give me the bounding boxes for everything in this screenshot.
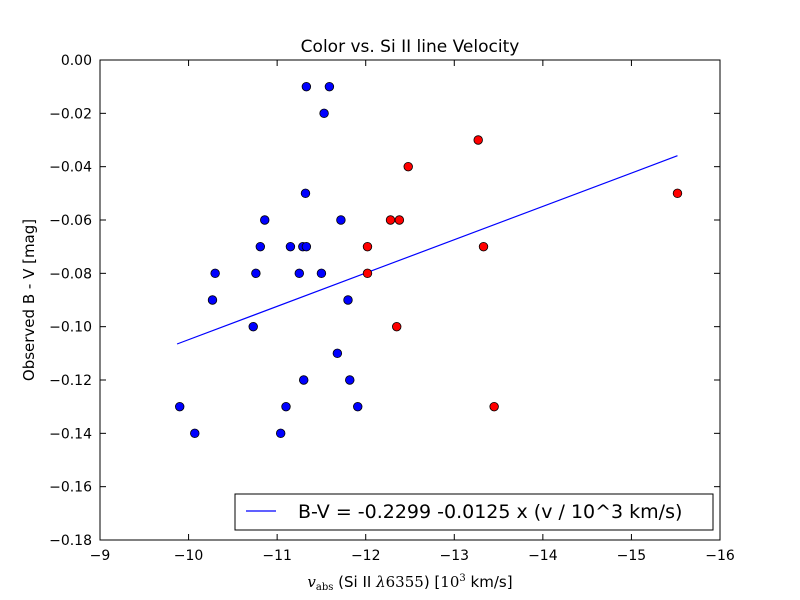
blue-data-point (336, 215, 346, 225)
y-tick-label: −0.14 (49, 426, 92, 442)
x-tick-label: −14 (528, 548, 558, 564)
y-tick-label: 0.00 (61, 53, 92, 69)
ticks-layer: −9 −10 −11 −12 −13 −14 −15 −16 0.00 −0.02 −0.04 −0.… (49, 53, 735, 564)
blue-data-point (343, 295, 353, 305)
red-data-point (478, 241, 489, 252)
blue-data-point (301, 81, 312, 92)
red-data-point (385, 215, 396, 225)
red-data-point (473, 135, 483, 145)
red-data-point (672, 188, 683, 199)
x-axis-label-sub: abs (316, 582, 334, 593)
red-data-point (403, 161, 413, 172)
blue-data-point (251, 268, 261, 279)
blue-data-point (210, 268, 220, 279)
x-tick-label: −13 (440, 548, 470, 564)
x-axis-label-lambda: λ (375, 573, 386, 591)
blue-data-point (324, 81, 335, 92)
blue-data-point (281, 401, 291, 412)
x-tick-label: −12 (351, 548, 381, 564)
blue-data-point (285, 241, 296, 252)
red-data-point (362, 268, 373, 279)
x-axis-label-unit-rest: km/s] (466, 573, 513, 591)
points-layer (175, 81, 683, 439)
blue-data-point (275, 428, 286, 439)
y-tick-label: −0.06 (49, 213, 92, 229)
blue-data-point (319, 108, 329, 119)
y-tick-label: −0.18 (49, 533, 92, 549)
x-tick-label: −16 (705, 548, 735, 564)
blue-data-point (255, 241, 266, 252)
x-tick-label: −15 (617, 548, 647, 564)
x-axis-label: vabs (Si II λ6355) [103 km/s] (307, 573, 512, 593)
x-axis-label-close: ) [ (424, 573, 440, 591)
x-axis-label-unit-exp: 3 (459, 573, 465, 584)
y-tick-label: −0.16 (49, 480, 92, 496)
blue-data-point (260, 215, 270, 225)
plot-area (100, 60, 720, 540)
x-tick-label: −10 (174, 548, 204, 564)
y-axis-label: Observed B - V [mag] (20, 219, 38, 381)
blue-data-point (300, 188, 311, 199)
blue-data-point (301, 241, 312, 252)
red-data-point (392, 321, 402, 332)
blue-data-point (248, 321, 258, 332)
x-tick-label: −9 (90, 548, 111, 564)
blue-data-point (294, 268, 304, 279)
blue-data-point (299, 375, 309, 385)
plot-frame (99, 59, 721, 541)
legend-label: B-V = -0.2299 -0.0125 x (v / 10^3 km/s) (298, 501, 682, 523)
blue-data-point (207, 295, 218, 305)
blue-data-point (316, 268, 327, 279)
y-tick-label: −0.10 (49, 320, 92, 336)
blue-data-point (175, 401, 185, 412)
x-axis-label-v: v (307, 573, 316, 591)
x-axis-label-unit-base: 10 (440, 573, 459, 591)
legend-box (234, 493, 714, 531)
blue-data-point (332, 348, 343, 359)
blue-data-point (353, 401, 363, 412)
y-tick-label: −0.02 (49, 106, 92, 122)
fit-line (176, 155, 678, 345)
y-tick-label: −0.12 (49, 373, 92, 389)
blue-data-point (345, 375, 355, 385)
red-data-point (362, 241, 373, 252)
red-data-point (394, 215, 405, 225)
blue-data-point (190, 428, 200, 439)
y-tick-label: −0.08 (49, 266, 92, 282)
legend: B-V = -0.2299 -0.0125 x (v / 10^3 km/s) (234, 493, 714, 531)
chart-title: Color vs. Si II line Velocity (301, 37, 520, 57)
x-axis-label-line: 6355 (386, 573, 424, 591)
y-tick-label: −0.04 (49, 160, 92, 176)
x-tick-label: −11 (262, 548, 292, 564)
x-axis-label-mid: (Si II (333, 573, 376, 591)
fit-line-layer (176, 155, 678, 345)
red-data-point (489, 401, 499, 412)
